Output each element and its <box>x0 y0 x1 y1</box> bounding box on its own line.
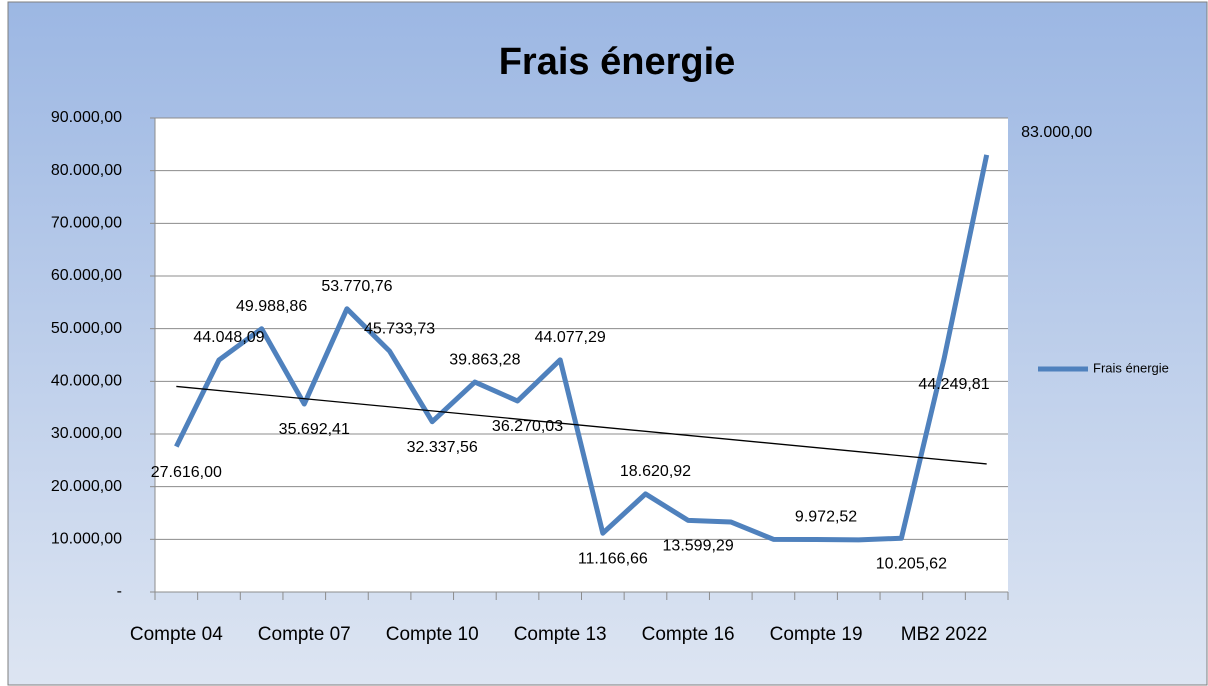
chart-title: Frais énergie <box>499 41 736 83</box>
y-tick-label: 20.000,00 <box>51 478 122 495</box>
data-label: 53.770,76 <box>321 278 392 295</box>
series-line <box>174 154 990 543</box>
y-tick-label: 70.000,00 <box>51 215 122 232</box>
x-tick-label: Compte 04 <box>130 624 223 645</box>
data-label: 27.616,00 <box>151 464 222 481</box>
data-label: 36.270,03 <box>492 418 563 435</box>
data-label: 39.863,28 <box>449 351 520 368</box>
data-label: 44.077,29 <box>535 329 606 346</box>
y-tick-label: 30.000,00 <box>51 425 122 442</box>
x-tick-label: Compte 13 <box>514 624 607 645</box>
data-label: 10.205,62 <box>876 555 947 572</box>
legend-label: Frais énergie <box>1093 360 1169 375</box>
data-label: 13.599,29 <box>663 538 734 555</box>
y-tick-label: 10.000,00 <box>51 531 122 548</box>
x-tick-label: Compte 10 <box>386 624 479 645</box>
y-tick-label: - <box>117 583 122 600</box>
x-tick-label: MB2 2022 <box>901 624 988 645</box>
x-tick-label: Compte 07 <box>258 624 351 645</box>
y-tick-label: 80.000,00 <box>51 162 122 179</box>
data-label: 49.988,86 <box>236 298 307 315</box>
trendline <box>176 385 987 465</box>
data-label: 35.692,41 <box>279 421 350 438</box>
plot-area <box>155 118 1008 592</box>
y-tick-label: 90.000,00 <box>51 109 122 126</box>
x-tick-label: Compte 16 <box>642 624 735 645</box>
y-tick-label: 40.000,00 <box>51 373 122 390</box>
data-label: 11.166,66 <box>578 550 648 567</box>
data-label: 18.620,92 <box>620 463 691 480</box>
data-label: 45.733,73 <box>364 320 435 337</box>
data-label: 44.249,81 <box>918 376 989 393</box>
data-label: 83.000,00 <box>1021 124 1092 141</box>
data-label: 9.972,52 <box>795 509 857 526</box>
y-tick-label: 60.000,00 <box>51 267 122 284</box>
x-tick-label: Compte 19 <box>770 624 863 645</box>
y-tick-label: 50.000,00 <box>51 320 122 337</box>
data-label: 44.048,09 <box>193 329 264 346</box>
data-label: 32.337,56 <box>407 439 478 456</box>
